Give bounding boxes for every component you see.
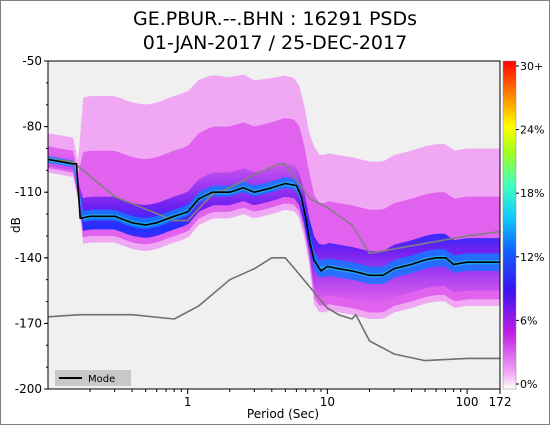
y-tick-label: -170 [15, 316, 42, 330]
legend-box [55, 370, 131, 386]
y-tick-label: -110 [15, 185, 42, 199]
y-axis-label: dB [9, 217, 23, 233]
x-tick-label: 100 [456, 395, 479, 409]
colorbar-tick-label: 30+ [520, 60, 543, 73]
colorbar-tick-label: 6% [520, 314, 537, 327]
mode-line [48, 158, 500, 277]
y-tick-label: -140 [15, 251, 42, 265]
nhnm-line [48, 158, 500, 255]
x-tick-label: 10 [320, 395, 335, 409]
y-axis: -50 -80 -110 -140 -170 -200 [15, 54, 48, 396]
chart-title-line-1: GE.PBUR.--.BHN : 16291 PSDs [132, 8, 418, 30]
colorbar-ticks: 30+ 24% 18% 12% 6% 0% [516, 60, 544, 391]
series-lines [48, 158, 500, 362]
x-axis-label: Period (Sec) [247, 407, 319, 421]
colorbar-tick-label: 0% [520, 378, 537, 391]
y-tick-label: -80 [22, 120, 42, 134]
x-axis: 1 10 100 172 [89, 389, 512, 409]
nlnm-line [48, 257, 500, 362]
y-tick-label: -50 [22, 54, 42, 68]
density-max [48, 157, 500, 278]
y-tick-label: -200 [15, 382, 42, 396]
psd-density [48, 74, 500, 319]
density-peak [48, 156, 500, 284]
x-tick-label: 172 [489, 395, 512, 409]
plot-border [47, 60, 501, 390]
colorbar-tick-label: 18% [520, 187, 544, 200]
colorbar-tick-label: 24% [520, 124, 544, 137]
x-tick-label: 1 [184, 395, 192, 409]
legend-mode-label: Mode [88, 374, 115, 385]
colorbar-tick-label: 12% [520, 251, 544, 264]
chart-title-line-2: 01-JAN-2017 / 25-DEC-2017 [142, 32, 408, 54]
legend: Mode [55, 370, 131, 386]
colorbar [502, 60, 517, 390]
